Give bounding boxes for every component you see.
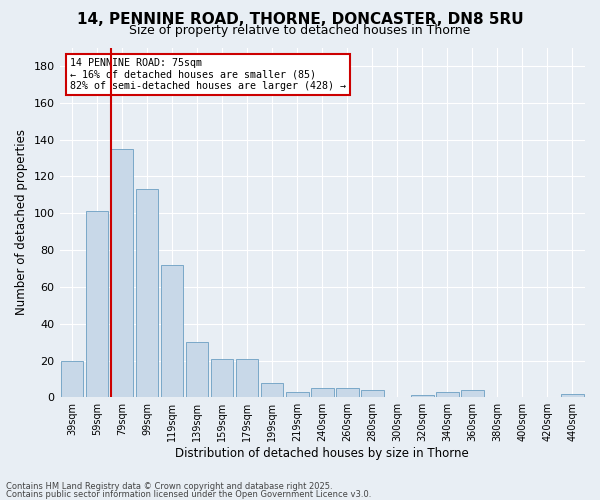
Text: 14, PENNINE ROAD, THORNE, DONCASTER, DN8 5RU: 14, PENNINE ROAD, THORNE, DONCASTER, DN8…	[77, 12, 523, 28]
Bar	[336, 388, 359, 398]
Y-axis label: Number of detached properties: Number of detached properties	[15, 130, 28, 316]
Text: Size of property relative to detached houses in Thorne: Size of property relative to detached ho…	[130, 24, 470, 37]
Bar	[261, 382, 283, 398]
Bar	[61, 360, 83, 398]
Bar	[136, 190, 158, 398]
Bar	[311, 388, 334, 398]
X-axis label: Distribution of detached houses by size in Thorne: Distribution of detached houses by size …	[175, 447, 469, 460]
Bar	[111, 149, 133, 398]
Bar	[361, 390, 383, 398]
Text: Contains HM Land Registry data © Crown copyright and database right 2025.: Contains HM Land Registry data © Crown c…	[6, 482, 332, 491]
Bar	[561, 394, 584, 398]
Text: 14 PENNINE ROAD: 75sqm
← 16% of detached houses are smaller (85)
82% of semi-det: 14 PENNINE ROAD: 75sqm ← 16% of detached…	[70, 58, 346, 91]
Bar	[186, 342, 208, 398]
Bar	[211, 358, 233, 398]
Bar	[436, 392, 458, 398]
Text: Contains public sector information licensed under the Open Government Licence v3: Contains public sector information licen…	[6, 490, 371, 499]
Bar	[461, 390, 484, 398]
Bar	[286, 392, 308, 398]
Bar	[86, 212, 109, 398]
Bar	[161, 265, 184, 398]
Bar	[236, 358, 259, 398]
Bar	[411, 396, 434, 398]
